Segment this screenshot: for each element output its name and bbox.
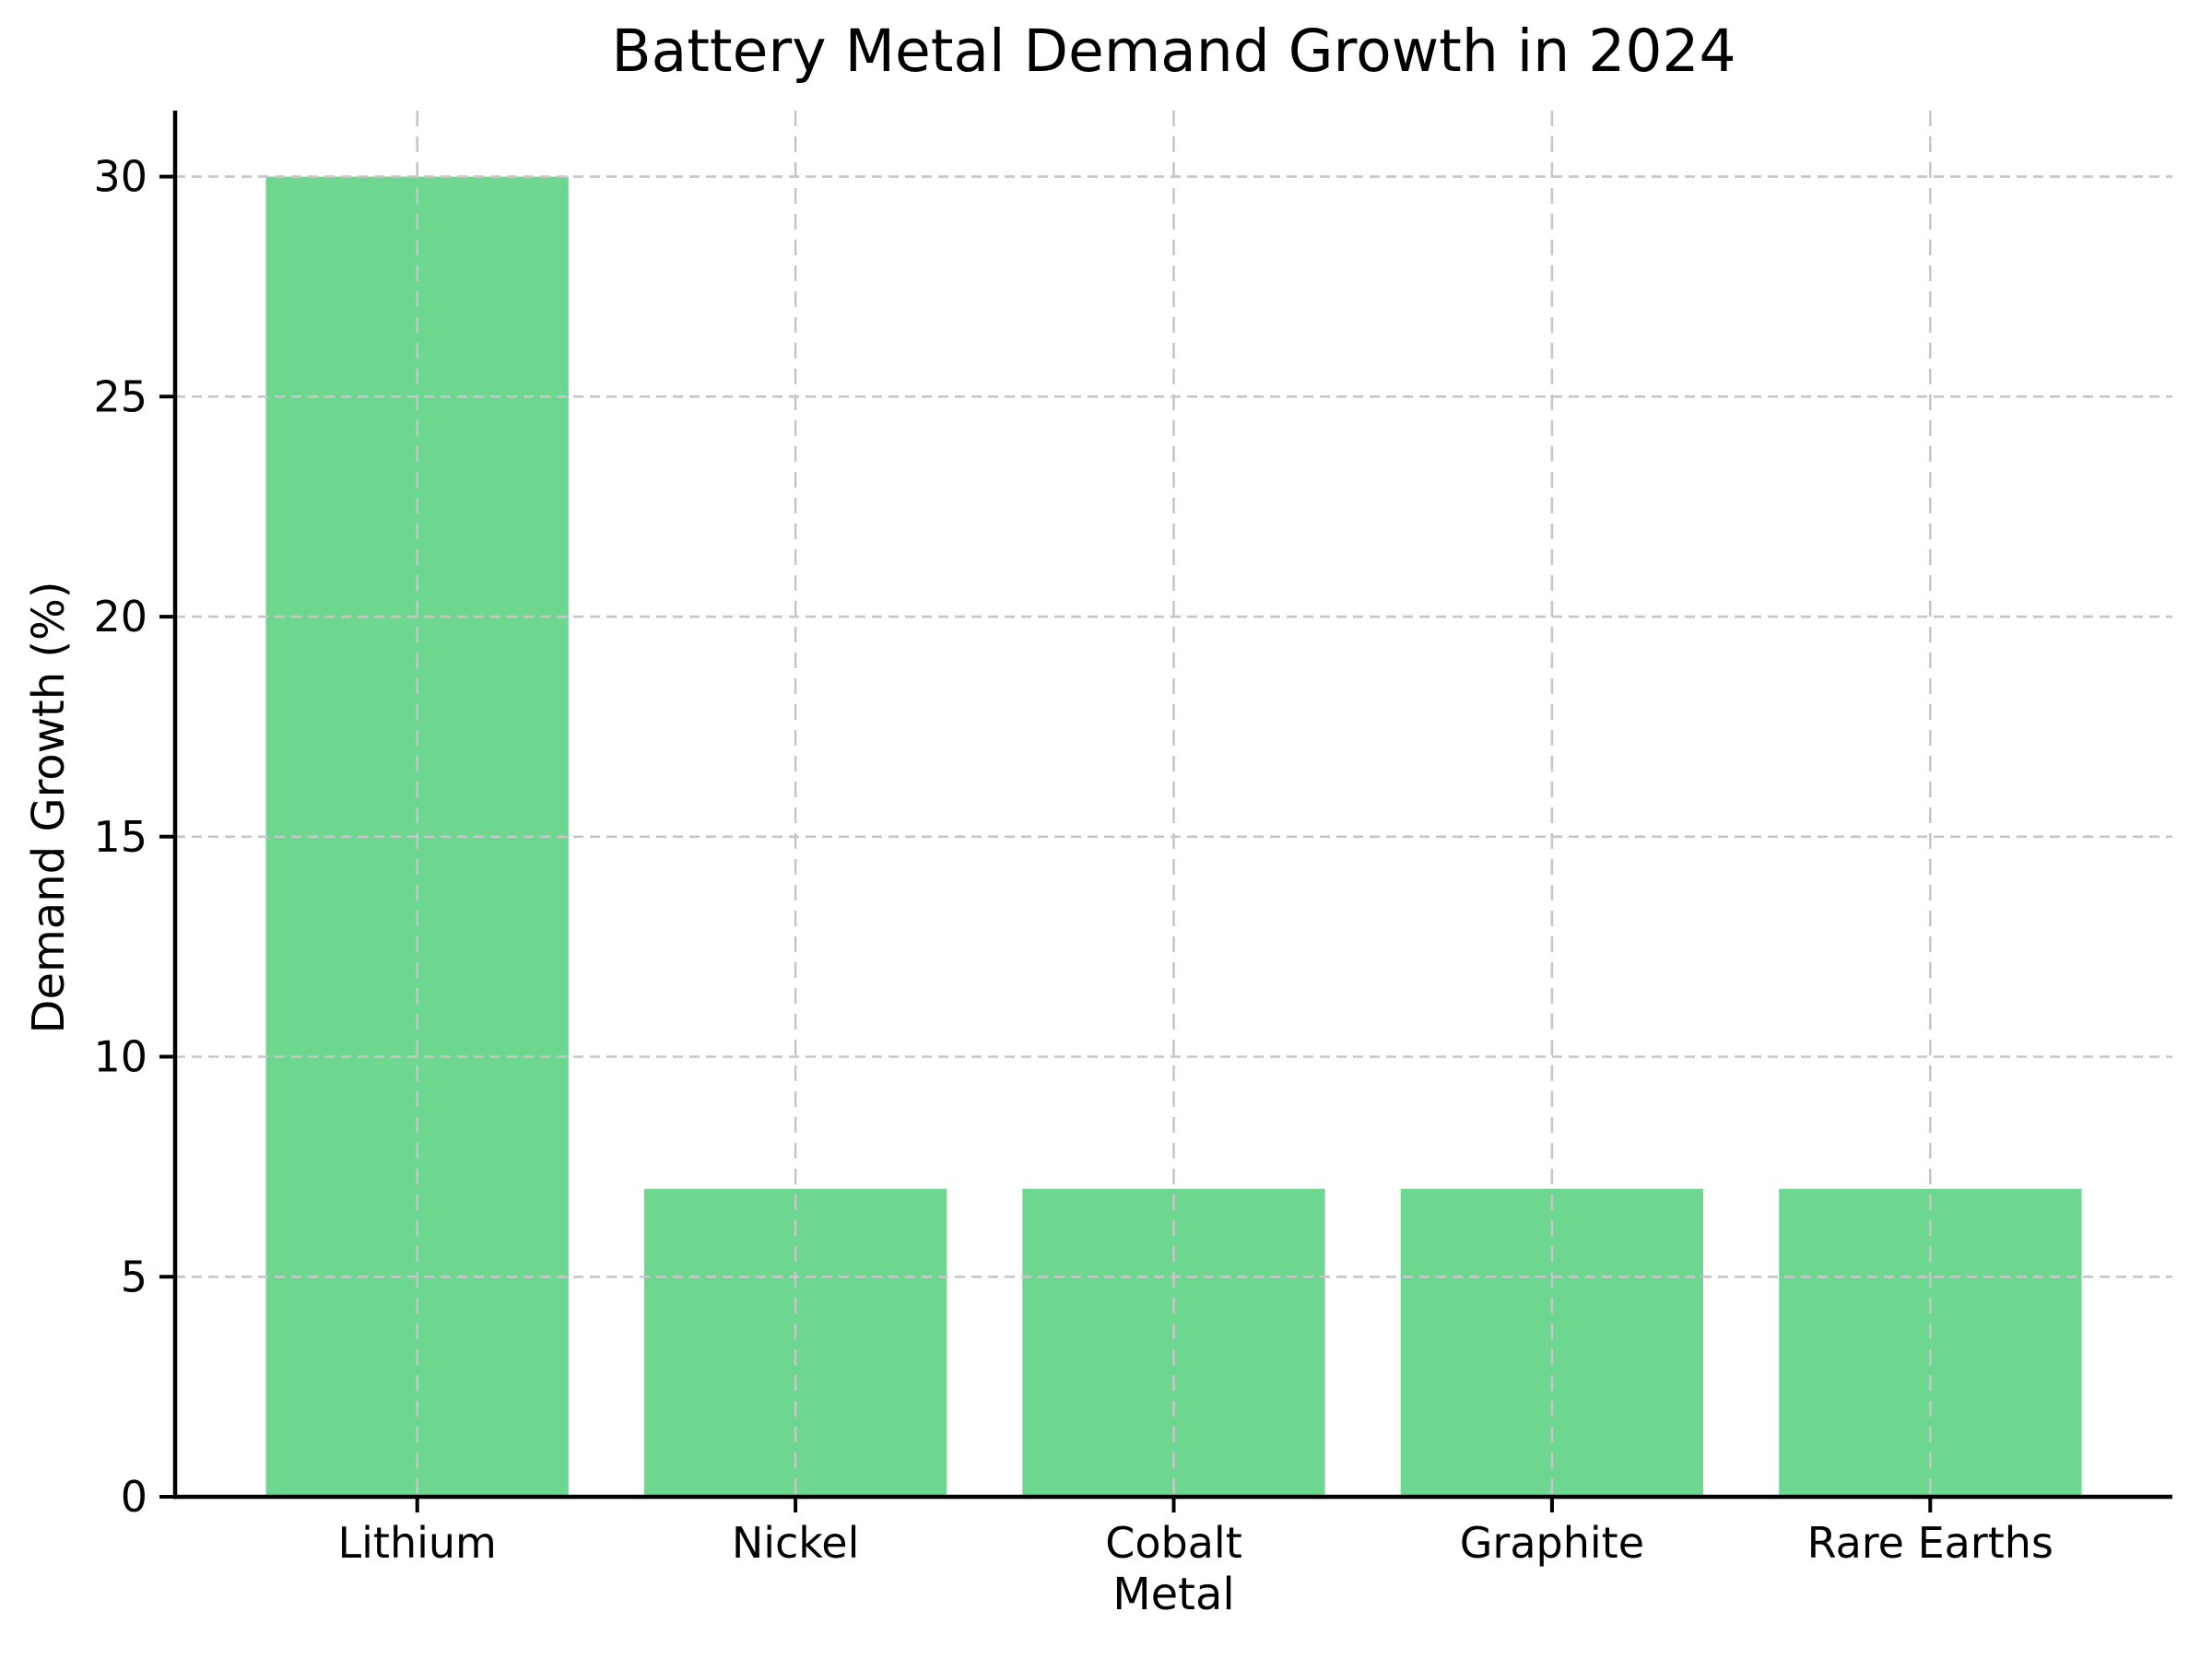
bar-nickel — [643, 1188, 947, 1497]
x-tick-label-rare-earths: Rare Earths — [1807, 1518, 2053, 1568]
y-tick-label-20: 20 — [93, 592, 147, 641]
y-tick-label-30: 30 — [93, 152, 147, 202]
x-tick-label-lithium: Lithium — [338, 1518, 497, 1568]
y-tick-label-15: 15 — [93, 812, 147, 862]
x-tick-label-cobalt: Cobalt — [1105, 1518, 1241, 1568]
y-tick-label-5: 5 — [121, 1252, 147, 1301]
y-tick-label-10: 10 — [93, 1032, 147, 1082]
x-tick-label-graphite: Graphite — [1460, 1518, 1644, 1568]
x-axis-label: Metal — [1112, 1569, 1235, 1620]
bar-rare-earths — [1779, 1188, 2082, 1497]
y-tick-label-25: 25 — [93, 371, 147, 421]
y-tick-label-0: 0 — [121, 1472, 147, 1522]
x-tick-label-nickel: Nickel — [732, 1518, 860, 1568]
bar-graphite — [1400, 1188, 1703, 1497]
bar-cobalt — [1022, 1188, 1325, 1497]
chart-title: Battery Metal Demand Growth in 2024 — [611, 18, 1736, 85]
